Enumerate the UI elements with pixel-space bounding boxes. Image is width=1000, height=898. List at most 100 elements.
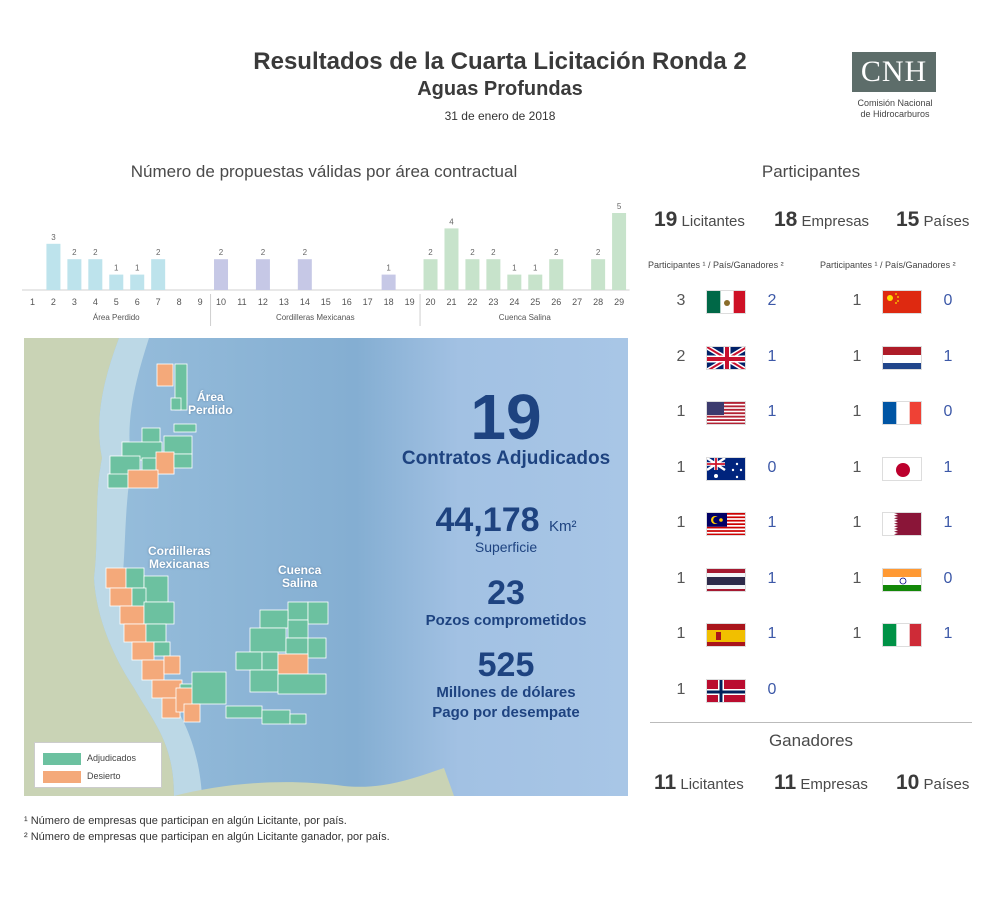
x-tick-label: 25 (530, 297, 540, 307)
winners-empresas: 11 Empresas (774, 771, 868, 795)
netherlands-flag-icon (882, 345, 922, 370)
stat-area: 44,178 Km² (384, 501, 628, 546)
participants-count: 1 (852, 514, 862, 531)
bar-area-2 (46, 243, 61, 290)
stat-wells-label: Pozos comprometidos (425, 612, 587, 629)
legend-item-adjudicados: Adjudicados (43, 751, 136, 765)
participants-licitantes: 19 Licitantes (654, 208, 745, 232)
x-tick-label: 6 (135, 297, 140, 307)
continental-shelf (94, 338, 202, 796)
participants-paises-value: 15 (896, 208, 920, 231)
bar-value-label: 1 (114, 264, 119, 273)
winners-count: 0 (943, 569, 953, 587)
participants-empresas-label: Empresas (801, 213, 870, 230)
title-block: Resultados de la Cuarta Licitación Ronda… (100, 48, 900, 123)
bar-value-label: 2 (491, 248, 496, 257)
winners-count: 1 (767, 569, 777, 587)
bar-value-label: 3 (51, 233, 56, 242)
cnh-logo: CNH Comisión Nacional de Hidrocarburos (852, 52, 938, 120)
footnote-2: ² Número de empresas que participan en a… (24, 831, 390, 843)
legend-swatch-adjudicados (43, 752, 81, 765)
logo-caption: Comisión Nacional de Hidrocarburos (852, 98, 938, 120)
winners-count: 1 (943, 625, 953, 642)
x-tick-label: 17 (363, 297, 373, 307)
x-tick-label: 18 (384, 297, 394, 307)
winners-summary: 11 Licitantes 11 Empresas 10 Países (650, 771, 980, 801)
x-tick-label: 27 (572, 297, 582, 307)
legend-label-desierto: Desierto (87, 771, 121, 781)
bar-area-3 (67, 259, 82, 290)
china-flag-icon (882, 290, 922, 314)
participants-count: 1 (676, 403, 686, 420)
x-tick-label: 3 (72, 297, 77, 307)
participants-paises: 15 Países (896, 208, 969, 232)
winners-title: Ganadores (768, 731, 854, 750)
x-tick-label: 16 (342, 297, 352, 307)
participants-count: 1 (852, 403, 862, 420)
map-graphic (24, 338, 628, 796)
stat-wells-value: 23 (487, 574, 525, 612)
bar-area-20 (423, 259, 438, 290)
x-tick-label: 7 (156, 297, 161, 307)
region-label-salina-line-2: Salina (282, 576, 318, 590)
participants-count: 1 (852, 569, 862, 587)
legend-label-adjudicados: Adjudicados (87, 753, 137, 763)
x-tick-label: 11 (237, 297, 246, 307)
column-header-left: Participantes ¹ / País/Ganadores ² (648, 260, 784, 270)
bar-value-label: 4 (449, 217, 454, 226)
x-tick-label: 12 (258, 297, 268, 307)
x-tick-label: 4 (93, 297, 98, 307)
page-title: Resultados de la Cuarta Licitación Ronda… (253, 48, 747, 75)
winners-count: 1 (943, 514, 953, 531)
winners-count: 0 (767, 458, 777, 476)
bar-value-label: 2 (303, 248, 308, 257)
winners-count: 1 (767, 347, 777, 365)
logo-caption-line-1: Comisión Nacional (857, 98, 933, 108)
region-label-perdido-line-1: Área (196, 390, 224, 404)
bar-area-6 (130, 274, 145, 290)
group-label: Área Perdido (93, 313, 140, 322)
divider (650, 722, 972, 723)
bar-area-23 (486, 259, 501, 290)
map-panel: Área Perdido Cordilleras Mexicanas Cuenc… (24, 338, 628, 796)
bar-area-22 (465, 259, 480, 290)
winners-paises-label: Países (923, 776, 970, 793)
bar-value-label: 2 (261, 248, 266, 257)
footnote-1: ¹ Número de empresas que participan en a… (24, 815, 347, 827)
column-header-right: Participantes ¹ / País/Ganadores ² (820, 260, 956, 270)
region-label-salina-line-1: Cuenca (278, 563, 322, 577)
cordilleras-blocks (105, 567, 227, 723)
participants-count: 1 (676, 625, 686, 642)
bar-value-label: 2 (72, 248, 77, 257)
x-tick-label: 22 (467, 297, 477, 307)
bar-area-5 (109, 274, 124, 290)
bar-value-label: 1 (135, 264, 140, 273)
bar-value-label: 2 (93, 248, 98, 257)
x-tick-label: 21 (446, 297, 456, 307)
winners-count: 1 (767, 403, 777, 420)
x-tick-label: 24 (509, 297, 519, 307)
bar-value-label: 2 (470, 248, 475, 257)
winners-count: 1 (767, 625, 777, 642)
participants-title: Participantes (761, 162, 861, 181)
stat-area-unit: Km² (548, 518, 577, 535)
stat-area-label: Superficie (474, 539, 538, 555)
bar-area-10 (214, 259, 229, 290)
bar-value-label: 5 (617, 202, 622, 211)
participants-count: 1 (676, 514, 686, 531)
participants-paises-label: Países (923, 213, 970, 230)
stat-payment-value: 525 (477, 646, 535, 684)
participants-licitantes-value: 19 (654, 208, 678, 231)
bar-area-26 (549, 259, 564, 290)
bar-area-7 (151, 259, 166, 290)
salina-blocks (225, 601, 329, 725)
bar-area-28 (591, 259, 606, 290)
region-label-perdido: Área Perdido (188, 391, 233, 417)
participants-empresas-value: 18 (774, 208, 798, 231)
legend-swatch-desierto (43, 770, 81, 783)
stat-payment-label-2: Pago por desempate (432, 704, 580, 721)
perdido-blocks (107, 363, 197, 489)
x-tick-label: 23 (488, 297, 498, 307)
map-legend: Adjudicados Desierto (34, 742, 162, 788)
